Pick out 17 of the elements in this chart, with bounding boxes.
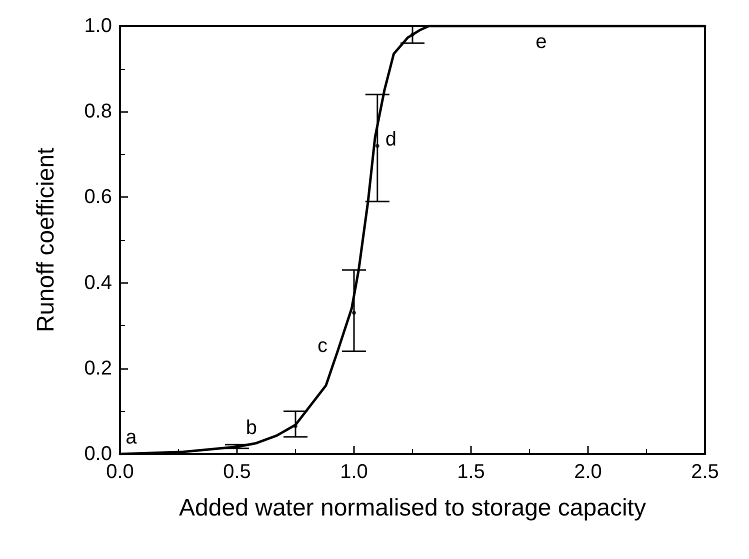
x-tick-label: 2.5 <box>691 461 719 483</box>
x-tick-label: 0.5 <box>223 461 251 483</box>
y-axis-title: Runoff coefficient <box>32 147 60 332</box>
y-tick-label: 0.4 <box>84 272 112 294</box>
y-tick-label: 0.6 <box>84 186 112 208</box>
x-axis-title: Added water normalised to storage capacity <box>179 494 646 522</box>
y-tick-label: 0.8 <box>84 100 112 123</box>
annotation: b <box>246 416 257 439</box>
y-tick-label: 0.2 <box>84 357 112 380</box>
annotation: e <box>536 31 547 53</box>
x-tick-label: 2.0 <box>574 461 602 483</box>
annotation: d <box>385 128 396 151</box>
annotation: a <box>126 426 138 449</box>
annotation: c <box>317 335 328 358</box>
x-tick-label: 1.0 <box>340 461 368 483</box>
x-tick-label: 1.5 <box>457 461 485 483</box>
y-tick-label: 1.0 <box>84 15 112 37</box>
